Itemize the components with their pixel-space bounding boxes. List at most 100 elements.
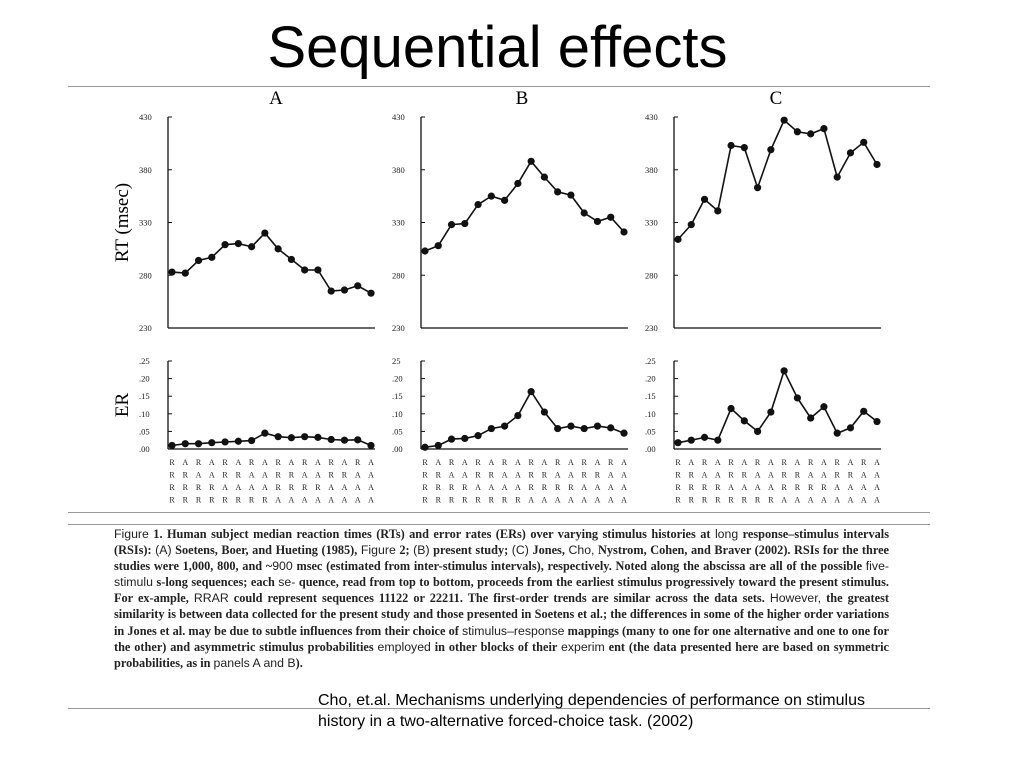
sequence-label-c: R [781, 471, 787, 480]
y-tick-label-a-rt: 330 [139, 218, 152, 228]
data-point-b-er [487, 424, 495, 433]
sequence-label-b: R [595, 471, 601, 480]
sequence-label-a: R [222, 471, 228, 480]
y-tick-label-a-er: .00 [139, 444, 150, 454]
y-tick-label-a-rt: 280 [139, 270, 152, 280]
caption-text: s-long sequences; each [152, 575, 279, 590]
sequence-label-c: R [781, 458, 787, 467]
sequence-label-a: A [209, 471, 215, 480]
caption-text: employed [377, 639, 431, 654]
caption-text: ent (the data presented here are based o… [114, 639, 890, 670]
data-point-a-rt [181, 269, 189, 277]
panel-letter-b: B [516, 88, 529, 109]
sequence-label-a: A [315, 458, 321, 467]
sequence-label-b: R [582, 471, 588, 480]
data-point-b-er [540, 408, 549, 416]
sequence-label-b: R [489, 496, 495, 505]
data-point-c-rt [754, 184, 762, 192]
sequence-label-b: A [568, 458, 574, 467]
sequence-label-b: R [542, 471, 548, 480]
sequence-label-b: R [462, 496, 468, 505]
figure-caption: Figure 1. Human subject median reaction … [114, 526, 889, 671]
data-point-a-rt [221, 241, 229, 249]
data-point-c-er [846, 424, 855, 432]
sequence-label-c: R [675, 496, 681, 505]
sequence-label-c: A [795, 458, 801, 467]
sequence-label-a: R [169, 496, 175, 505]
sequence-label-b: R [528, 458, 534, 467]
data-point-b-rt [593, 217, 602, 226]
y-tick-label-c-er: .20 [645, 374, 656, 384]
y-tick-label-c-er: .25 [645, 356, 656, 366]
sequence-label-c: A [848, 483, 854, 492]
data-point-c-rt [820, 125, 828, 133]
sequence-label-c: A [874, 483, 880, 492]
sequence-label-a: R [169, 458, 175, 467]
caption-text: Figure [360, 543, 396, 558]
sequence-label-b: R [608, 458, 614, 467]
sequence-label-c: R [689, 496, 695, 505]
sequence-label-b: A [581, 496, 587, 505]
caption-text: ). [295, 655, 303, 670]
sequence-label-c: R [768, 496, 774, 505]
sequence-label-b: A [555, 471, 561, 480]
sequence-label-b: R [436, 471, 442, 480]
data-point-c-rt [873, 160, 881, 169]
data-point-a-rt [274, 245, 282, 253]
data-point-a-er [168, 441, 176, 450]
sequence-label-b: A [568, 471, 574, 480]
data-point-c-er [780, 367, 788, 375]
caption-text: quence, read from top to bottom, proceed… [114, 575, 889, 606]
data-point-b-rt [514, 179, 522, 188]
sequence-label-a: A [355, 483, 361, 492]
data-point-a-er [354, 436, 362, 444]
sequence-label-a: R [302, 483, 308, 492]
sequence-label-c: R [848, 471, 854, 480]
y-tick-label-a-er: .05 [139, 426, 150, 436]
sequence-label-c: A [741, 458, 747, 467]
sequence-label-c: A [795, 496, 801, 505]
sequence-label-b: R [502, 496, 508, 505]
caption-text: an subject median reaction times (RTs) a… [193, 527, 715, 541]
caption-divider-bottom [68, 524, 930, 525]
figure-charts: A B C 430 380 330 280 230 RT (msec) 430 380 330 280 2… [112, 88, 881, 505]
sequence-label-c: R [835, 458, 841, 467]
data-point-c-er [860, 407, 868, 415]
y-tick-label-c-er: .00 [645, 444, 656, 454]
y-axis-label-a-er: ER [112, 393, 133, 418]
sequence-label-a: R [196, 458, 202, 467]
sequence-label-a: R [169, 471, 175, 480]
sequence-label-b: A [528, 496, 534, 505]
sequence-label-b: R [502, 458, 508, 467]
data-point-b-rt [474, 200, 482, 209]
data-point-b-er [434, 441, 442, 450]
sequence-label-b: R [422, 483, 428, 492]
data-point-a-er [194, 440, 203, 448]
data-point-b-rt [527, 157, 535, 165]
sequence-label-a: A [235, 483, 241, 492]
sequence-label-c: A [755, 471, 761, 480]
sequence-label-c: R [689, 471, 695, 480]
data-point-b-er [580, 424, 588, 433]
sequence-label-c: R [835, 471, 841, 480]
sequence-label-a: R [329, 471, 335, 480]
data-point-b-er [421, 443, 429, 451]
sequence-label-a: A [368, 483, 374, 492]
caption-text: in other blocks of their [434, 639, 561, 654]
sequence-label-b: R [568, 483, 574, 492]
sequence-label-b: R [475, 496, 481, 505]
sequence-label-c: A [715, 458, 721, 467]
sequence-label-c: A [768, 471, 774, 480]
sequence-label-b: R [582, 458, 588, 467]
sequence-label-a: A [196, 471, 202, 480]
sequence-label-a: R [275, 458, 281, 467]
data-point-c-rt [833, 173, 841, 181]
data-point-c-rt [674, 235, 682, 243]
sequence-label-a: A [342, 458, 348, 467]
data-point-c-er [740, 417, 748, 425]
sequence-label-b: R [555, 483, 561, 492]
sequence-label-b: R [528, 471, 534, 480]
sequence-label-a: R [249, 496, 255, 505]
citation-line-2: history in a two-alternative forced-choi… [318, 713, 694, 730]
y-tick-label-b-rt: 280 [392, 270, 405, 280]
